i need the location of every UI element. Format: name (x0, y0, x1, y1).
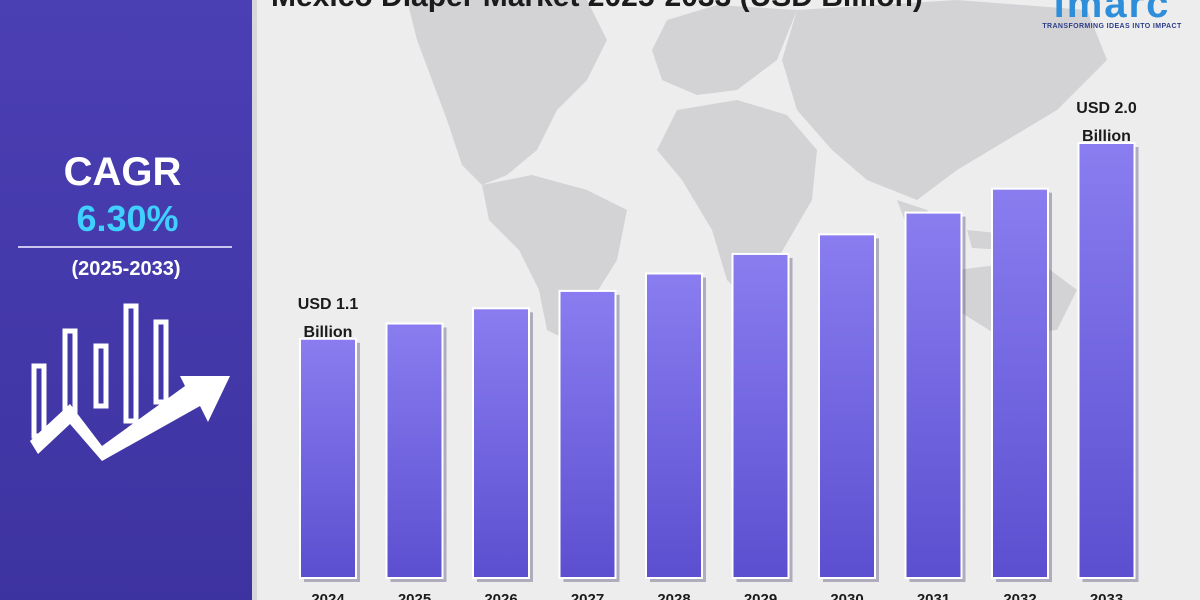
x-tick-label-2032: 2032 (1003, 591, 1036, 600)
bar-2032 (991, 187, 1049, 580)
x-tick-label-2027: 2027 (571, 591, 604, 600)
bar-2028 (645, 272, 703, 579)
cagr-period: (2025-2033) (71, 258, 181, 280)
cagr-value: 6.30% (76, 198, 179, 239)
x-tick-label-2025: 2025 (398, 591, 431, 600)
data-label-2024-line-2: Billion (304, 324, 353, 341)
bar-2030 (818, 233, 876, 579)
bar-chart: 2024 2025 2026 2027 2028 2029 2030 2031 2032 2033… (298, 100, 1139, 600)
x-tick-label-2033: 2033 (1090, 591, 1123, 600)
x-tick-label-2031: 2031 (917, 591, 950, 600)
bar-2026 (472, 307, 530, 579)
chart-area: Mexico Diaper Market 2025-2033 (USD Bill… (257, 0, 1200, 600)
logo-tagline: TRANSFORMING IDEAS INTO IMPACT (1042, 23, 1182, 30)
growth-chart-icon (30, 303, 230, 461)
data-label-2033-line-2: Billion (1082, 128, 1131, 145)
bar-2031 (904, 211, 963, 579)
data-label-2024-line-1: USD 1.1 (298, 296, 359, 313)
world-map-background (407, 0, 1107, 340)
bar-2025 (385, 322, 444, 579)
logo-wordmark: imarc (1053, 0, 1171, 26)
x-tick-label-2028: 2028 (657, 591, 690, 600)
bar-2033 (1077, 142, 1136, 579)
cagr-divider (18, 246, 232, 248)
x-tick-label-2024: 2024 (311, 591, 345, 600)
x-tick-label-2030: 2030 (830, 591, 863, 600)
bar-2024 (299, 337, 357, 579)
x-tick-label-2029: 2029 (744, 591, 777, 600)
data-label-2033-line-1: USD 2.0 (1076, 100, 1137, 117)
bar-2027 (558, 289, 617, 579)
x-tick-label-2026: 2026 (484, 591, 517, 600)
cagr-label: CAGR (63, 150, 182, 194)
cagr-panel: CAGR 6.30% (2025-2033) (0, 0, 252, 600)
imarc-logo: imarc TRANSFORMING IDEAS INTO IMPACT (1027, 0, 1197, 36)
chart-title: Mexico Diaper Market 2025-2033 (USD Bill… (271, 0, 971, 15)
panel-divider (252, 0, 257, 600)
bar-2029 (731, 252, 790, 580)
